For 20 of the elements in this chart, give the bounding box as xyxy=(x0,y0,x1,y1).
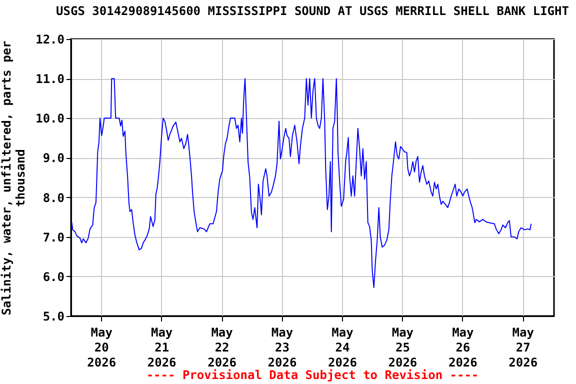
y-tick-label: 10.0 xyxy=(36,112,64,126)
x-tick-label: May 20 2026 xyxy=(87,326,116,370)
y-tick-label: 12.0 xyxy=(36,32,64,46)
y-tick-label: 9.0 xyxy=(42,151,64,166)
x-tick-label: May 25 2026 xyxy=(388,326,418,370)
x-tick-label: May 23 2026 xyxy=(268,326,297,370)
x-tick-label: May 24 2026 xyxy=(328,326,357,370)
y-tick-label: 5.0 xyxy=(42,310,64,324)
y-axis-title: Salinity, water, unfiltered, parts per thousand xyxy=(0,40,28,316)
line-series xyxy=(71,78,532,288)
y-tick-label: 7.0 xyxy=(42,230,64,244)
x-tick-label: May 26 2026 xyxy=(448,326,478,370)
text: ---- Provisional Data Subject to Revision ---- xyxy=(146,368,479,382)
x-tick-label: May 22 2026 xyxy=(208,326,236,370)
chart-title: USGS 301429089145600 MISSISSIPPI SOUND AT USGS MERRILL SHELL BANK LIGHT xyxy=(56,4,569,18)
y-tick-label: 11.0 xyxy=(36,72,64,86)
y-tick-label: 6.0 xyxy=(42,270,64,284)
x-tick-label: May 21 2026 xyxy=(147,326,176,370)
y-tick-label: 8.0 xyxy=(42,190,64,205)
x-tick-label: May 27 2026 xyxy=(508,326,538,370)
